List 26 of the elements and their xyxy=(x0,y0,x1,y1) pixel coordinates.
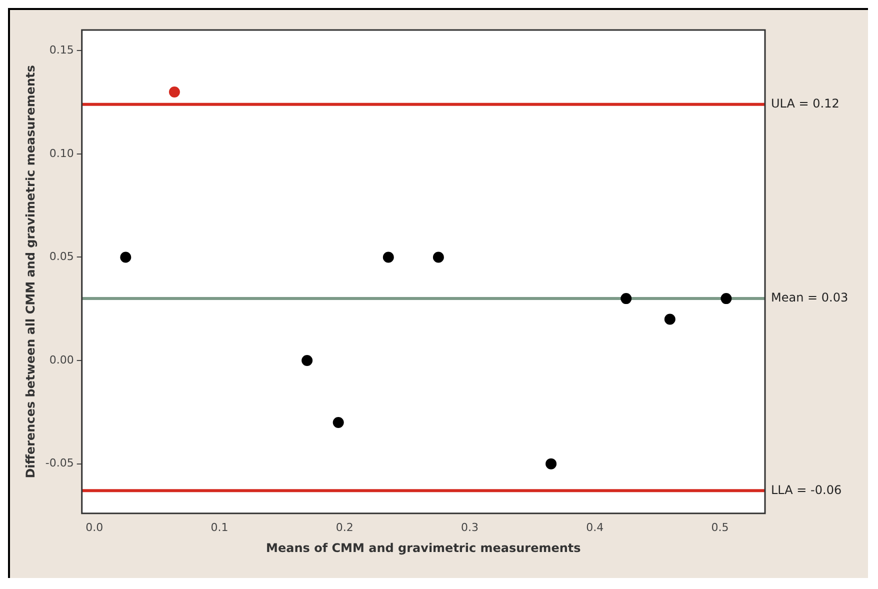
y-tick-label: 0.15 xyxy=(49,44,74,57)
point xyxy=(620,293,632,304)
x-axis-title: Means of CMM and gravimetric measurements xyxy=(266,540,581,555)
x-tick-label: 0.3 xyxy=(460,520,478,534)
point xyxy=(720,293,732,304)
y-tick-label: 0.00 xyxy=(49,353,74,366)
x-tick-label: 0.4 xyxy=(586,520,604,534)
y-axis-title: Differences between all CMM and gravimetric measurements xyxy=(23,65,38,478)
x-tick-label: 0.0 xyxy=(86,520,104,534)
x-tick-label: 0.1 xyxy=(210,520,228,534)
point xyxy=(382,252,394,263)
point xyxy=(120,252,132,263)
point xyxy=(432,252,444,263)
ref-line-label: ULA = 0.12 xyxy=(771,96,840,110)
y-tick-label: 0.05 xyxy=(49,250,74,264)
ref-line-label: LLA = -0.06 xyxy=(771,482,842,497)
point xyxy=(168,86,180,98)
x-tick-label: 0.5 xyxy=(711,520,729,534)
x-tick-label: 0.2 xyxy=(336,520,354,534)
y-tick-label: 0.10 xyxy=(49,146,74,160)
point xyxy=(546,458,557,470)
point xyxy=(332,417,344,428)
y-tick-label: -0.05 xyxy=(45,456,74,470)
point xyxy=(664,314,676,325)
ref-line-label: Mean = 0.03 xyxy=(771,290,848,305)
point xyxy=(302,355,313,366)
